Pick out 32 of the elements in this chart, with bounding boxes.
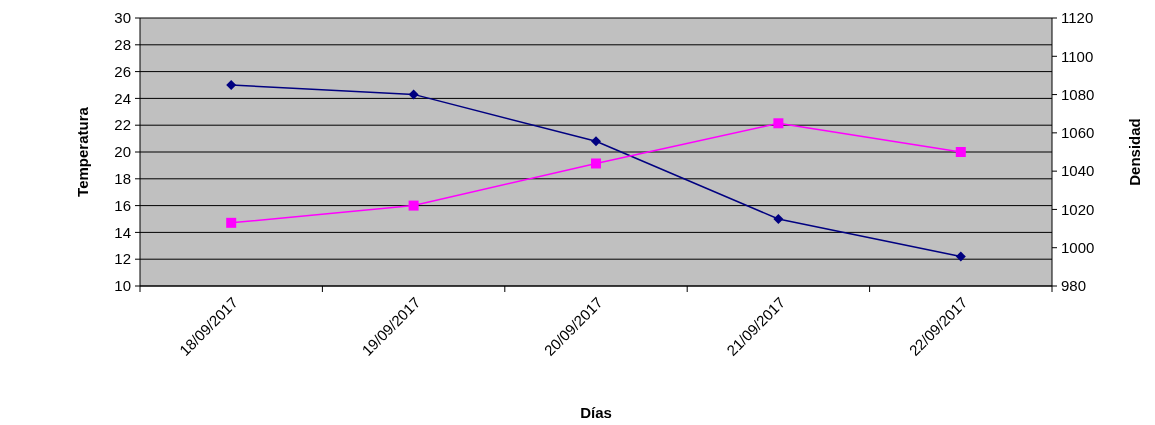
x-axis-title: Días	[580, 404, 612, 421]
y-tick-label: 22	[114, 116, 131, 134]
y-axis-title: Temperatura	[74, 106, 91, 197]
y-tick-label: 14	[114, 223, 131, 241]
y2-tick-label: 1100	[1061, 47, 1094, 65]
y-tick-label: 20	[114, 143, 131, 161]
point	[226, 217, 237, 228]
y2-tick-label: 1000	[1061, 238, 1095, 256]
y-tick-label: 30	[114, 9, 131, 27]
y-tick-label: 26	[114, 62, 131, 80]
y2-axis-title: Densidad	[1126, 118, 1143, 186]
point	[773, 118, 784, 129]
y2-tick-label: 1040	[1061, 162, 1095, 180]
y-tick-label: 12	[114, 250, 131, 268]
y-tick-label: 28	[114, 36, 131, 54]
y2-tick-label: 1020	[1061, 200, 1095, 218]
y-tick-label: 24	[114, 89, 131, 107]
y-tick-label: 10	[114, 277, 131, 295]
y2-tick-label: 1120	[1061, 9, 1094, 27]
point	[226, 80, 237, 90]
point	[955, 147, 966, 157]
y2-tick-label: 980	[1061, 277, 1087, 295]
point	[591, 158, 601, 169]
y2-tick-label: 1080	[1061, 85, 1095, 103]
point	[408, 200, 419, 211]
point	[773, 214, 784, 224]
point	[955, 251, 966, 262]
y-tick-label: 18	[114, 170, 131, 188]
y-tick-label: 16	[114, 196, 131, 214]
point	[408, 89, 419, 100]
y2-tick-label: 1060	[1061, 124, 1095, 142]
point	[591, 136, 601, 147]
